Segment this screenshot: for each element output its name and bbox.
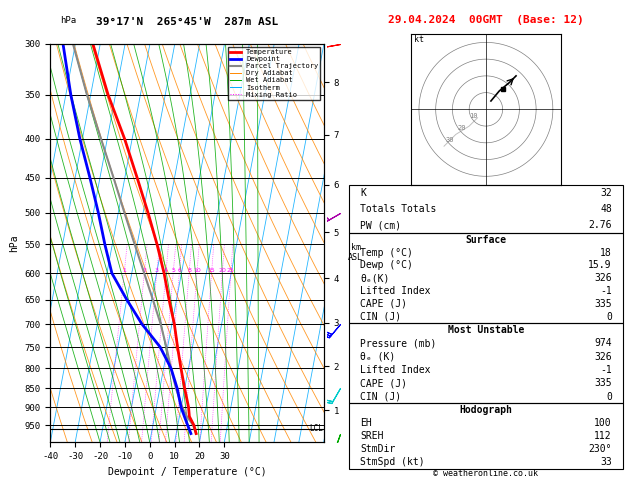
Text: StmDir: StmDir <box>360 444 395 454</box>
Legend: Temperature, Dewpoint, Parcel Trajectory, Dry Adiabat, Wet Adiabat, Isotherm, Mi: Temperature, Dewpoint, Parcel Trajectory… <box>228 47 320 100</box>
Text: Dewp (°C): Dewp (°C) <box>360 260 413 270</box>
Text: 32: 32 <box>600 188 612 198</box>
Text: 25: 25 <box>227 268 235 273</box>
Text: 0: 0 <box>606 312 612 322</box>
Text: CAPE (J): CAPE (J) <box>360 299 407 309</box>
Text: -1: -1 <box>600 365 612 375</box>
Text: 230°: 230° <box>588 444 612 454</box>
Text: CIN (J): CIN (J) <box>360 392 401 402</box>
Text: 30: 30 <box>445 137 454 143</box>
Text: 2.76: 2.76 <box>588 220 612 230</box>
Text: kt: kt <box>414 35 424 44</box>
Text: 2: 2 <box>142 268 147 273</box>
Text: EH: EH <box>360 418 372 428</box>
Text: θₑ(K): θₑ(K) <box>360 273 389 283</box>
Text: 4: 4 <box>164 268 168 273</box>
Text: K: K <box>360 188 366 198</box>
Text: 33: 33 <box>600 457 612 468</box>
Text: 20: 20 <box>218 268 226 273</box>
Text: 326: 326 <box>594 351 612 362</box>
Text: Most Unstable: Most Unstable <box>448 325 524 335</box>
Text: 974: 974 <box>594 338 612 348</box>
Text: CIN (J): CIN (J) <box>360 312 401 322</box>
Text: Hodograph: Hodograph <box>459 405 513 415</box>
Text: 5: 5 <box>171 268 175 273</box>
X-axis label: Dewpoint / Temperature (°C): Dewpoint / Temperature (°C) <box>108 467 267 477</box>
Text: 0: 0 <box>606 392 612 402</box>
Text: 10: 10 <box>470 113 478 119</box>
Text: 20: 20 <box>457 125 466 131</box>
Text: LCL: LCL <box>309 424 323 433</box>
Text: 29.04.2024  00GMT  (Base: 12): 29.04.2024 00GMT (Base: 12) <box>388 16 584 25</box>
Text: 48: 48 <box>600 204 612 214</box>
Text: © weatheronline.co.uk: © weatheronline.co.uk <box>433 469 538 478</box>
Text: SREH: SREH <box>360 431 384 441</box>
Text: 10: 10 <box>193 268 201 273</box>
Text: 15: 15 <box>208 268 216 273</box>
Text: 326: 326 <box>594 273 612 283</box>
Y-axis label: km
ASL: km ASL <box>348 243 363 262</box>
Text: 100: 100 <box>594 418 612 428</box>
Text: θₑ (K): θₑ (K) <box>360 351 395 362</box>
Text: -1: -1 <box>600 286 612 296</box>
Text: hPa: hPa <box>60 16 76 25</box>
Text: 3: 3 <box>155 268 159 273</box>
Text: 1: 1 <box>122 268 126 273</box>
Text: 18: 18 <box>600 247 612 258</box>
Text: 112: 112 <box>594 431 612 441</box>
Text: 15.9: 15.9 <box>588 260 612 270</box>
Text: StmSpd (kt): StmSpd (kt) <box>360 457 425 468</box>
Text: 335: 335 <box>594 299 612 309</box>
Y-axis label: hPa: hPa <box>9 234 19 252</box>
Text: 6: 6 <box>177 268 181 273</box>
Text: Lifted Index: Lifted Index <box>360 286 430 296</box>
Text: Pressure (mb): Pressure (mb) <box>360 338 437 348</box>
Text: Temp (°C): Temp (°C) <box>360 247 413 258</box>
Text: Surface: Surface <box>465 235 506 245</box>
Text: PW (cm): PW (cm) <box>360 220 401 230</box>
Text: Totals Totals: Totals Totals <box>360 204 437 214</box>
Text: 39°17'N  265°45'W  287m ASL: 39°17'N 265°45'W 287m ASL <box>96 17 278 27</box>
Text: 335: 335 <box>594 378 612 388</box>
Text: Lifted Index: Lifted Index <box>360 365 430 375</box>
Text: 8: 8 <box>187 268 191 273</box>
Text: CAPE (J): CAPE (J) <box>360 378 407 388</box>
